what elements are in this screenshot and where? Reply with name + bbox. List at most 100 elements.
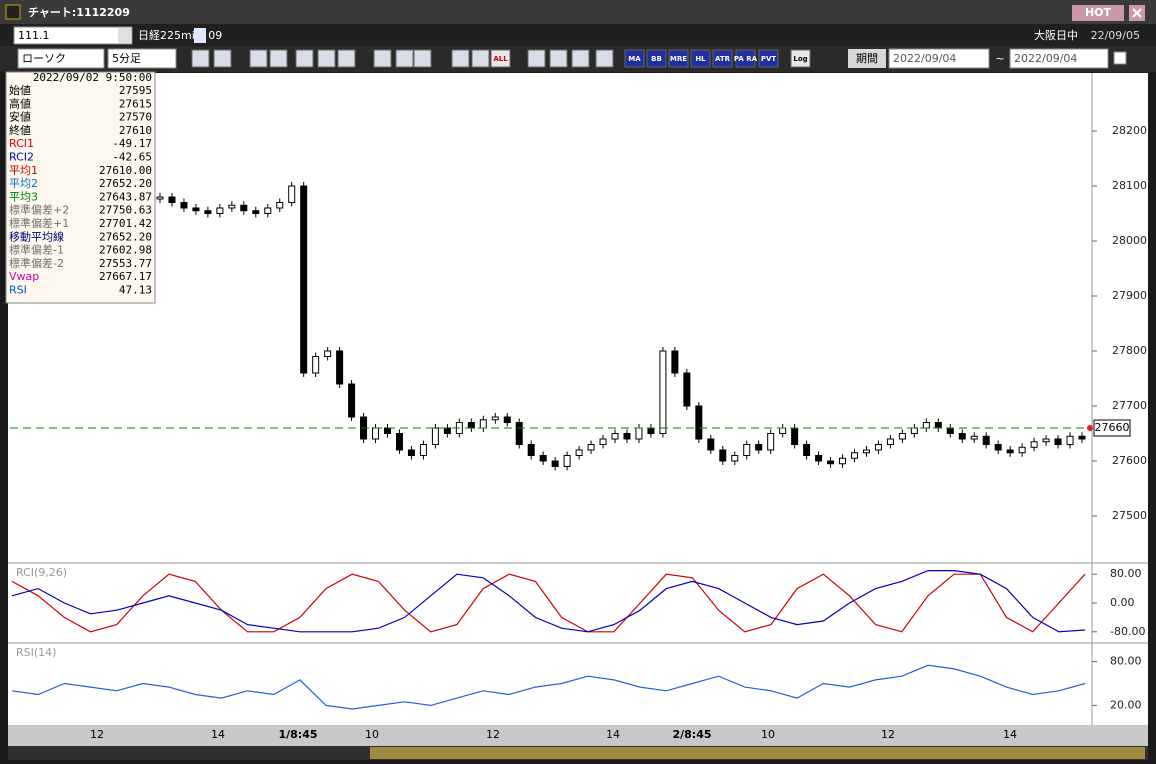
candle bbox=[695, 405, 703, 440]
candle bbox=[970, 435, 978, 440]
close-icon bbox=[1132, 8, 1142, 18]
tool-icon[interactable] bbox=[549, 49, 568, 68]
y-tick-label: 27800 bbox=[1112, 344, 1147, 357]
tool-icon[interactable] bbox=[527, 49, 546, 68]
info-label: RCI2 bbox=[9, 151, 34, 164]
period-button[interactable] bbox=[848, 49, 886, 68]
tool-icon[interactable] bbox=[646, 49, 667, 68]
tool-icon-label: MRE bbox=[670, 55, 687, 63]
from-date: 2022/09/04 bbox=[893, 52, 956, 65]
to-date: 2022/09/04 bbox=[1014, 52, 1077, 65]
interval: 5分足 bbox=[112, 52, 141, 65]
checkbox[interactable] bbox=[1113, 51, 1127, 65]
tool-icon[interactable] bbox=[191, 49, 210, 68]
y-tick-label: 80.00 bbox=[1110, 655, 1142, 668]
tool-icon[interactable] bbox=[269, 49, 288, 68]
candle bbox=[743, 444, 751, 456]
candle bbox=[192, 207, 200, 212]
from-input[interactable] bbox=[888, 48, 990, 69]
candle bbox=[252, 210, 260, 214]
to-input[interactable] bbox=[1009, 48, 1109, 69]
info-label: 始値 bbox=[9, 83, 31, 97]
info-value: 27667.17 bbox=[99, 270, 152, 283]
interval-select[interactable] bbox=[107, 48, 177, 69]
info-label: 標準偏差+1 bbox=[9, 216, 69, 230]
dropdown-button[interactable] bbox=[118, 28, 131, 43]
tool-icon[interactable] bbox=[624, 49, 645, 68]
candle bbox=[156, 196, 164, 200]
tool-icon[interactable] bbox=[249, 49, 268, 68]
candle bbox=[563, 455, 571, 467]
candle bbox=[850, 452, 858, 459]
tool-icon[interactable] bbox=[668, 49, 689, 68]
candle bbox=[467, 422, 475, 429]
tool-icon[interactable] bbox=[395, 49, 414, 68]
x-tick-label: 12 bbox=[90, 728, 104, 741]
tiny-button[interactable] bbox=[194, 28, 206, 43]
y-tick-label: 27600 bbox=[1112, 454, 1147, 467]
hot-button[interactable] bbox=[1072, 5, 1124, 21]
candle bbox=[994, 444, 1002, 451]
tool-icon[interactable] bbox=[690, 49, 711, 68]
tool-icon[interactable] bbox=[571, 49, 590, 68]
x-tick-label: 12 bbox=[881, 728, 895, 741]
tool-icon[interactable] bbox=[490, 49, 511, 68]
candle bbox=[575, 449, 583, 456]
tool-icon-label: BB bbox=[651, 55, 662, 63]
candle bbox=[1006, 449, 1014, 454]
info-label: 標準偏差-1 bbox=[9, 243, 64, 257]
candle bbox=[324, 350, 332, 357]
tilde: ~ bbox=[995, 52, 1004, 65]
candle bbox=[395, 433, 403, 451]
tool-icon[interactable] bbox=[790, 49, 811, 68]
tool-icon[interactable] bbox=[451, 49, 470, 68]
candle bbox=[515, 422, 523, 445]
candle bbox=[527, 444, 535, 456]
tool-icon[interactable] bbox=[317, 49, 336, 68]
info-label: 安値 bbox=[9, 110, 31, 124]
info-value: 27643.87 bbox=[99, 190, 152, 203]
y-tick-label: -80.00 bbox=[1110, 625, 1145, 638]
tool-icon[interactable] bbox=[337, 49, 356, 68]
candle bbox=[647, 427, 655, 434]
tool-icon[interactable] bbox=[413, 49, 432, 68]
chart-type-select[interactable] bbox=[17, 48, 105, 69]
candle bbox=[168, 196, 176, 203]
candle bbox=[539, 455, 547, 462]
tool-icon[interactable] bbox=[712, 49, 733, 68]
code-text: 111.1 bbox=[18, 29, 50, 42]
scroll-thumb[interactable] bbox=[370, 747, 1145, 759]
tool-icon[interactable] bbox=[758, 49, 779, 68]
candle bbox=[803, 444, 811, 456]
tool-icon[interactable] bbox=[735, 49, 756, 68]
candle bbox=[288, 185, 296, 203]
period: 期間 bbox=[856, 52, 878, 65]
candle bbox=[216, 207, 224, 214]
tool-icon[interactable] bbox=[213, 49, 232, 68]
candle bbox=[503, 416, 511, 423]
tool-icon[interactable] bbox=[373, 49, 392, 68]
candle bbox=[611, 433, 619, 440]
candle bbox=[228, 204, 236, 209]
candle bbox=[1018, 446, 1026, 454]
candle bbox=[719, 449, 727, 462]
candle bbox=[982, 435, 990, 445]
session: 大阪日中 bbox=[1034, 28, 1078, 42]
tool-icon[interactable] bbox=[295, 49, 314, 68]
window-title: チャート:1112209 bbox=[28, 6, 130, 19]
rsi-line bbox=[11, 664, 1086, 710]
hot-label: HOT bbox=[1085, 6, 1112, 19]
candle bbox=[1054, 438, 1062, 445]
candle bbox=[587, 444, 595, 451]
chart-area bbox=[8, 73, 1148, 725]
code-input[interactable] bbox=[13, 26, 133, 45]
candle bbox=[276, 202, 284, 209]
tool-icon-label: ATR bbox=[715, 55, 731, 63]
x-tick-label: 12 bbox=[486, 728, 500, 741]
candle bbox=[779, 427, 787, 434]
candle bbox=[204, 210, 212, 214]
tool-icon[interactable] bbox=[471, 49, 490, 68]
tool-icon[interactable] bbox=[595, 49, 614, 68]
info-value: 27610 bbox=[119, 124, 152, 137]
